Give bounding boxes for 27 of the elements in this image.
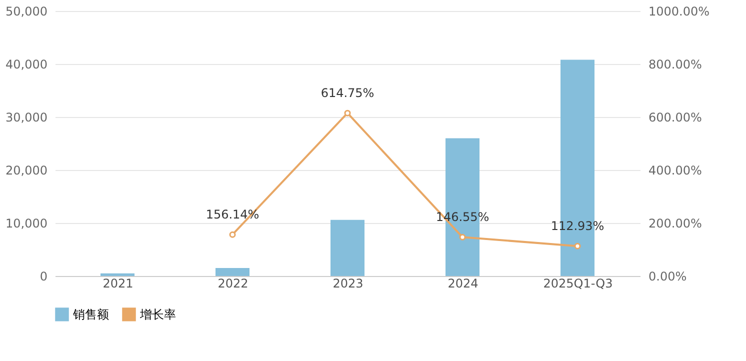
y-tick-label: 20,000 [6,164,48,178]
point [344,110,351,116]
y2-tick-label: 600.00% [648,110,702,124]
y2-tick-label: 400.00% [648,164,702,178]
x-tick-label: 2022 [218,276,248,290]
y2-tick-label: 1000.00% [648,4,710,18]
point [459,234,466,240]
y2-tick-label: 200.00% [648,216,702,230]
legend-label: 增长率 [139,307,176,322]
x-tick-label: 2025Q1-Q3 [543,276,613,290]
data-label: 614.75% [320,86,374,100]
bar [100,273,134,276]
x-tick-label: 2024 [448,276,478,290]
y-tick-label: 30,000 [6,110,48,124]
y-tick-label: 10,000 [6,216,48,230]
legend-label: 销售额 [72,307,109,322]
y-tick-label: 0 [40,270,48,284]
y2-tick-label: 0.00% [648,270,687,284]
point [229,231,236,238]
x-tick-label: 2021 [102,276,134,290]
bar [216,268,250,276]
y2-tick-label: 800.00% [648,58,702,72]
y-tick-label: 50,000 [6,4,48,18]
bar [330,220,364,276]
x-tick-label: 2023 [332,276,364,290]
y-tick-label: 40,000 [6,58,48,72]
point [574,242,581,250]
